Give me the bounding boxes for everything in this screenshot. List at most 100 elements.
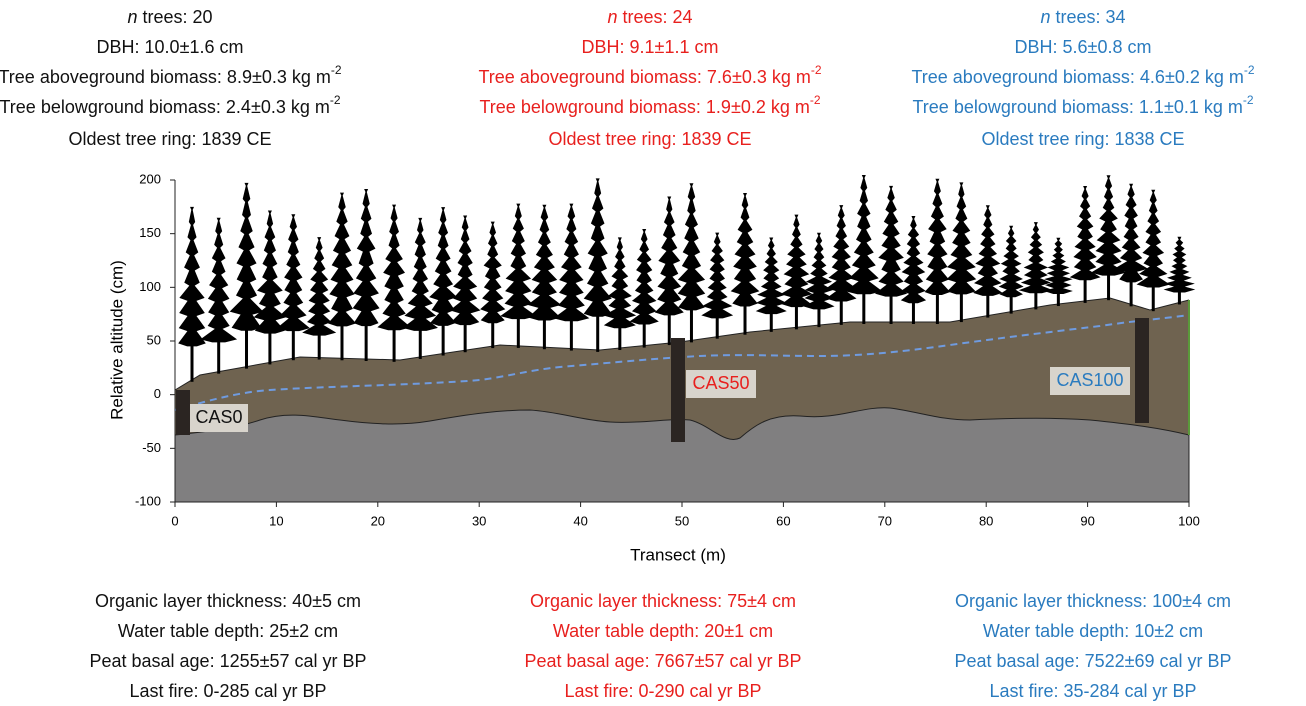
site-organic-part: Organic layer thickness: 75±4 cm <box>530 591 796 611</box>
tree <box>999 226 1024 298</box>
site-organic: Organic layer thickness: 75±4 cm <box>530 591 796 611</box>
tree <box>731 193 760 307</box>
trunk <box>618 323 621 350</box>
trunk <box>543 315 546 349</box>
tree <box>200 218 237 343</box>
x-tick-label: 30 <box>472 513 486 528</box>
trunk <box>1034 288 1037 309</box>
belowground-biomass-part: Tree belowground biomass: 1.1±0.1 kg m <box>912 97 1242 117</box>
tree <box>1019 222 1053 293</box>
tree-count-part: trees: 34 <box>1050 7 1125 27</box>
belowground-biomass-part: Tree belowground biomass: 1.9±0.2 kg m <box>479 97 809 117</box>
dbh-part: DBH: 9.1±1.1 cm <box>582 37 719 57</box>
aboveground-biomass-part: -2 <box>811 63 822 77</box>
site-basal: Peat basal age: 1255±57 cal yr BP <box>89 651 366 671</box>
site-fire-part: Last fire: 0-290 cal yr BP <box>564 681 761 701</box>
x-tick-label: 50 <box>675 513 689 528</box>
x-tick-label: 10 <box>269 513 283 528</box>
tree <box>178 207 206 346</box>
site-label: CAS50 <box>692 373 749 393</box>
aboveground-biomass-part: -2 <box>331 63 342 77</box>
dbh-part: DBH: 5.6±0.8 cm <box>1015 37 1152 57</box>
trunk <box>464 320 467 352</box>
tree-count: n trees: 20 <box>127 7 212 27</box>
y-tick-label: 150 <box>139 225 161 240</box>
oldest-ring-part: Oldest tree ring: 1838 CE <box>981 129 1184 149</box>
belowground-biomass-part: -2 <box>1243 93 1254 107</box>
y-tick-label: 200 <box>139 171 161 186</box>
tree <box>901 216 926 303</box>
belowground-biomass-part: -2 <box>330 93 341 107</box>
site-basal: Peat basal age: 7667±57 cal yr BP <box>524 651 801 671</box>
dbh: DBH: 10.0±1.6 cm <box>97 37 244 57</box>
tree <box>480 222 505 324</box>
dbh: DBH: 5.6±0.8 cm <box>1015 37 1152 57</box>
site-water-part: Water table depth: 10±2 cm <box>983 621 1203 641</box>
x-tick-label: 0 <box>171 513 178 528</box>
x-tick-label: 90 <box>1080 513 1094 528</box>
trunk <box>191 341 194 381</box>
trunk <box>690 305 693 342</box>
aboveground-biomass: Tree aboveground biomass: 8.9±0.3 kg m-2 <box>0 63 342 87</box>
trunk <box>217 337 220 373</box>
trunk <box>393 325 396 362</box>
y-tick-label: -100 <box>135 493 161 508</box>
site-label: CAS100 <box>1056 370 1123 390</box>
x-tick-label: 40 <box>573 513 587 528</box>
site-basal: Peat basal age: 7522±69 cal yr BP <box>954 651 1231 671</box>
tree <box>1091 175 1126 275</box>
aboveground-biomass-part: Tree aboveground biomass: 8.9±0.3 kg m <box>0 67 331 87</box>
aboveground-biomass: Tree aboveground biomass: 7.6±0.3 kg m-2 <box>478 63 821 87</box>
trunk <box>1057 289 1060 306</box>
y-tick-label: 50 <box>147 332 161 347</box>
tree-count-part: n <box>127 7 137 27</box>
x-tick-label: 20 <box>371 513 385 528</box>
aboveground-biomass-part: Tree aboveground biomass: 4.6±0.2 kg m <box>911 67 1243 87</box>
oldest-ring-part: Oldest tree ring: 1839 CE <box>68 129 271 149</box>
tree-count-part: n <box>607 7 617 27</box>
tree <box>678 183 706 310</box>
trunk <box>862 289 865 324</box>
tree-count-part: trees: 20 <box>137 7 212 27</box>
tree <box>230 183 264 331</box>
trunk <box>491 318 494 348</box>
tree <box>630 229 659 325</box>
x-tick-label: 70 <box>878 513 892 528</box>
x-tick-label: 60 <box>776 513 790 528</box>
core <box>671 338 685 442</box>
site-organic: Organic layer thickness: 40±5 cm <box>95 591 361 611</box>
trunk <box>442 321 445 356</box>
trunk <box>1130 277 1133 306</box>
site-water: Water table depth: 20±1 cm <box>553 621 773 641</box>
tree <box>328 193 356 327</box>
tree <box>584 178 612 316</box>
tree-count-part: n <box>1040 7 1050 27</box>
aboveground-biomass: Tree aboveground biomass: 4.6±0.2 kg m-2 <box>911 63 1254 87</box>
trunk <box>245 326 248 369</box>
site-fire-part: Last fire: 35-284 cal yr BP <box>989 681 1196 701</box>
site-organic-part: Organic layer thickness: 40±5 cm <box>95 591 361 611</box>
trunk <box>268 329 271 365</box>
trunk <box>817 304 820 327</box>
belowground-biomass: Tree belowground biomass: 1.9±0.2 kg m-2 <box>479 93 820 117</box>
tree <box>528 205 562 321</box>
trunk <box>795 302 798 329</box>
tree <box>500 204 536 320</box>
x-axis-label: Transect (m) <box>630 545 726 564</box>
tree <box>1164 237 1196 293</box>
site-label: CAS0 <box>195 407 242 427</box>
oldest-ring-part: Oldest tree ring: 1839 CE <box>548 129 751 149</box>
tree <box>403 218 438 331</box>
y-tick-label: 100 <box>139 279 161 294</box>
site-basal-part: Peat basal age: 7522±69 cal yr BP <box>954 651 1231 671</box>
trunk <box>890 292 893 324</box>
x-tick-label: 80 <box>979 513 993 528</box>
site-fire-part: Last fire: 0-285 cal yr BP <box>129 681 326 701</box>
core <box>1135 318 1149 423</box>
tree <box>450 216 481 326</box>
trunk <box>960 289 963 322</box>
tree <box>353 189 380 326</box>
tree <box>1114 184 1148 283</box>
tree <box>1070 186 1101 280</box>
site-water-part: Water table depth: 20±1 cm <box>553 621 773 641</box>
